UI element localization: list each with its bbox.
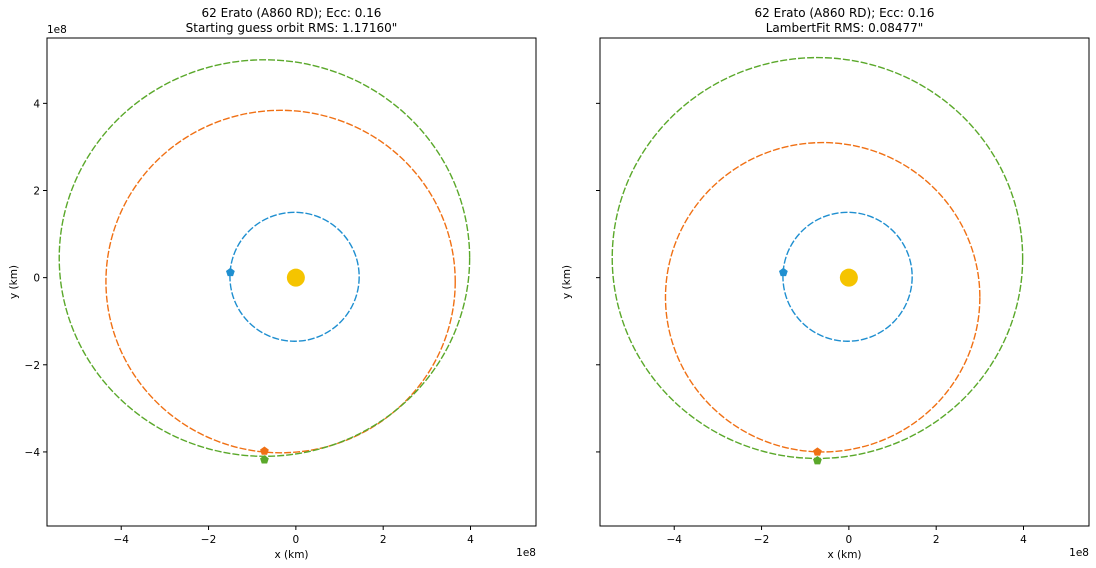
body-marker-2 bbox=[260, 446, 269, 455]
y-tick-label: 0 bbox=[33, 273, 40, 285]
chart-title-line2: Starting guess orbit RMS: 1.17160" bbox=[186, 21, 398, 35]
axes-frame bbox=[46, 37, 537, 527]
body-marker-2 bbox=[813, 447, 822, 456]
body-marker-3 bbox=[260, 455, 269, 464]
x-tick-label: −4 bbox=[113, 534, 129, 546]
x-tick-label: −2 bbox=[754, 534, 769, 546]
chart-title-line1: 62 Erato (A860 RD); Ecc: 0.16 bbox=[202, 6, 382, 20]
x-axis-label: x (km) bbox=[827, 549, 861, 561]
x-tick-label: −4 bbox=[666, 534, 682, 546]
x-tick-label: 0 bbox=[293, 534, 300, 546]
axes-frame bbox=[599, 37, 1090, 527]
x-tick-label: 2 bbox=[933, 534, 940, 546]
orbit-2 bbox=[105, 109, 456, 454]
y-tick-label: 2 bbox=[33, 186, 40, 198]
sun-marker bbox=[839, 268, 858, 287]
x-axis-multiplier: 1e8 bbox=[516, 547, 536, 559]
orbit-2 bbox=[664, 141, 981, 453]
y-tick-label: 4 bbox=[33, 98, 40, 110]
chart-panel-2: −4 −2 0 2 4 62 Erato (A860 RD); Ecc: 0.16Lamb… bbox=[561, 6, 1090, 561]
x-axis-label: x (km) bbox=[274, 549, 308, 561]
orbit-3 bbox=[58, 59, 471, 457]
x-axis-multiplier: 1e8 bbox=[1069, 547, 1089, 559]
body-marker-1 bbox=[779, 267, 788, 277]
plot-area bbox=[611, 56, 1024, 465]
plot-area bbox=[58, 59, 471, 464]
x-tick-label: 4 bbox=[467, 534, 474, 546]
chart-panel-1: −4 −2 0 2 4 −4 −2 0 2 4 62 Erato (A860 RD); Ecc: 0… bbox=[8, 6, 537, 561]
sun-marker bbox=[286, 268, 305, 287]
body-marker-3 bbox=[813, 456, 822, 465]
x-tick-label: −2 bbox=[201, 534, 216, 546]
x-tick-label: 4 bbox=[1020, 534, 1027, 546]
orbit-1 bbox=[229, 211, 360, 342]
orbit-3 bbox=[611, 56, 1024, 460]
chart-title-line1: 62 Erato (A860 RD); Ecc: 0.16 bbox=[755, 6, 935, 20]
y-axis-multiplier: 1e8 bbox=[47, 24, 67, 36]
y-axis-label: y (km) bbox=[8, 265, 20, 299]
y-tick-label: −4 bbox=[25, 447, 41, 459]
y-axis-label: y (km) bbox=[561, 265, 573, 299]
x-tick-label: 0 bbox=[846, 534, 853, 546]
chart-title-line2: LambertFit RMS: 0.08477" bbox=[766, 21, 924, 35]
orbit-1 bbox=[782, 211, 913, 342]
y-tick-label: −2 bbox=[25, 360, 40, 372]
x-tick-label: 2 bbox=[380, 534, 387, 546]
body-marker-1 bbox=[226, 267, 235, 277]
